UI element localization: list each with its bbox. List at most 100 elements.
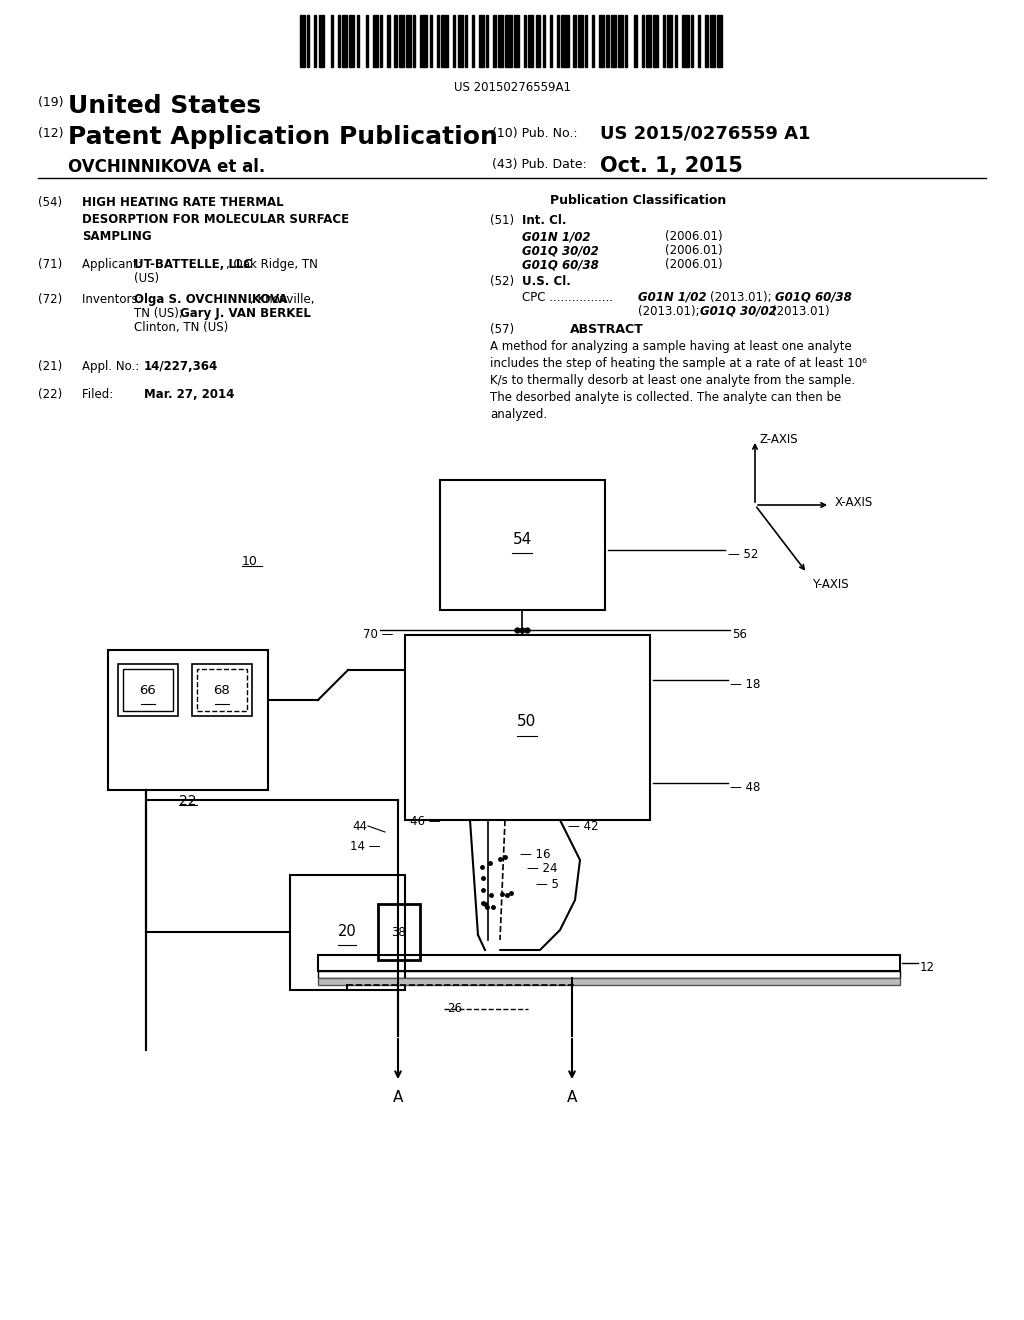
Text: (57): (57) [490, 323, 514, 337]
Bar [668, 15, 672, 67]
Bar [625, 15, 628, 67]
Text: Filed:: Filed: [82, 388, 147, 401]
Text: (71): (71) [38, 257, 62, 271]
Bar [290, 875, 406, 990]
Bar [528, 15, 534, 67]
Text: — 24: — 24 [527, 862, 557, 875]
Text: 26: 26 [447, 1002, 462, 1015]
Bar [675, 15, 677, 67]
Bar [429, 15, 432, 67]
Text: (52): (52) [490, 275, 514, 288]
Text: — 42: — 42 [568, 820, 598, 833]
Text: , Oak Ridge, TN: , Oak Ridge, TN [226, 257, 317, 271]
Bar [524, 15, 526, 67]
Text: 70 —: 70 — [362, 628, 393, 642]
Bar [318, 972, 900, 978]
Bar [465, 15, 467, 67]
Bar [663, 15, 666, 67]
Bar [682, 15, 689, 67]
Bar [536, 15, 541, 67]
Text: (43) Pub. Date:: (43) Pub. Date: [492, 158, 587, 172]
Text: 22: 22 [179, 795, 197, 808]
Bar [611, 15, 615, 67]
Bar [318, 978, 900, 985]
Text: ABSTRACT: ABSTRACT [570, 323, 644, 337]
Text: Mar. 27, 2014: Mar. 27, 2014 [144, 388, 234, 401]
Text: Olga S. OVCHINNIKOVA: Olga S. OVCHINNIKOVA [134, 293, 288, 306]
Text: 66: 66 [139, 684, 157, 697]
Text: 20: 20 [338, 924, 356, 940]
Text: 68: 68 [214, 684, 230, 697]
Text: Publication Classification: Publication Classification [550, 194, 726, 207]
Text: — 16: — 16 [520, 847, 551, 861]
Text: 50: 50 [517, 714, 537, 729]
Text: Clinton, TN (US): Clinton, TN (US) [134, 321, 228, 334]
Text: X-AXIS: X-AXIS [835, 495, 873, 508]
Bar [498, 15, 503, 67]
Bar [108, 649, 268, 789]
Text: (2006.01): (2006.01) [665, 257, 723, 271]
Bar [698, 15, 700, 67]
Text: G01Q 60/38: G01Q 60/38 [522, 257, 599, 271]
Bar [331, 15, 333, 67]
Text: HIGH HEATING RATE THERMAL
DESORPTION FOR MOLECULAR SURFACE
SAMPLING: HIGH HEATING RATE THERMAL DESORPTION FOR… [82, 195, 349, 243]
Bar [193, 664, 252, 715]
Bar [494, 15, 496, 67]
Text: (10) Pub. No.:: (10) Pub. No.: [492, 127, 578, 140]
Bar [453, 15, 456, 67]
Bar [342, 15, 347, 67]
Bar [356, 15, 358, 67]
Bar [406, 15, 411, 67]
Text: (2006.01): (2006.01) [665, 244, 723, 257]
Bar [318, 954, 900, 972]
Text: Int. Cl.: Int. Cl. [522, 214, 566, 227]
Bar [413, 15, 416, 67]
Bar [585, 15, 588, 67]
Bar [606, 15, 608, 67]
Text: G01Q 60/38: G01Q 60/38 [775, 290, 852, 304]
Bar [380, 15, 382, 67]
Bar [387, 15, 389, 67]
Text: (US): (US) [134, 272, 159, 285]
Text: Inventors:: Inventors: [82, 293, 145, 306]
Text: 14 —: 14 — [350, 840, 381, 853]
Text: A: A [393, 1090, 403, 1105]
Bar [561, 15, 568, 67]
Text: (12): (12) [38, 127, 68, 140]
Bar [118, 664, 178, 715]
Bar [436, 15, 439, 67]
Text: UT-BATTELLE, LLC: UT-BATTELLE, LLC [134, 257, 252, 271]
Text: 54: 54 [512, 532, 531, 546]
Text: Oct. 1, 2015: Oct. 1, 2015 [600, 156, 742, 176]
Bar [472, 15, 474, 67]
Text: G01Q 30/02: G01Q 30/02 [700, 305, 777, 318]
Text: (2006.01): (2006.01) [665, 230, 723, 243]
Text: OVCHINNIKOVA et al.: OVCHINNIKOVA et al. [68, 158, 265, 176]
Bar [307, 15, 309, 67]
Text: — 48: — 48 [730, 781, 761, 795]
Bar [349, 15, 354, 67]
Text: (54): (54) [38, 195, 62, 209]
Bar [653, 15, 658, 67]
Bar [618, 15, 623, 67]
Bar [123, 669, 173, 711]
Text: (72): (72) [38, 293, 62, 306]
Bar [717, 15, 722, 67]
Text: G01N 1/02: G01N 1/02 [522, 230, 591, 243]
Bar [557, 15, 559, 67]
Text: 12: 12 [920, 961, 935, 974]
Text: 38: 38 [391, 925, 407, 939]
Text: CPC .................: CPC ................. [522, 290, 613, 304]
Text: , Knoxville,: , Knoxville, [250, 293, 314, 306]
Text: — 52: — 52 [728, 548, 759, 561]
Bar [458, 15, 463, 67]
Bar [441, 15, 449, 67]
Bar [394, 15, 396, 67]
Text: G01N 1/02: G01N 1/02 [638, 290, 707, 304]
Text: (19): (19) [38, 96, 68, 110]
Bar [406, 635, 650, 820]
Text: US 20150276559A1: US 20150276559A1 [454, 81, 570, 94]
Bar [378, 904, 420, 960]
Text: Z-AXIS: Z-AXIS [760, 433, 799, 446]
Bar [710, 15, 715, 67]
